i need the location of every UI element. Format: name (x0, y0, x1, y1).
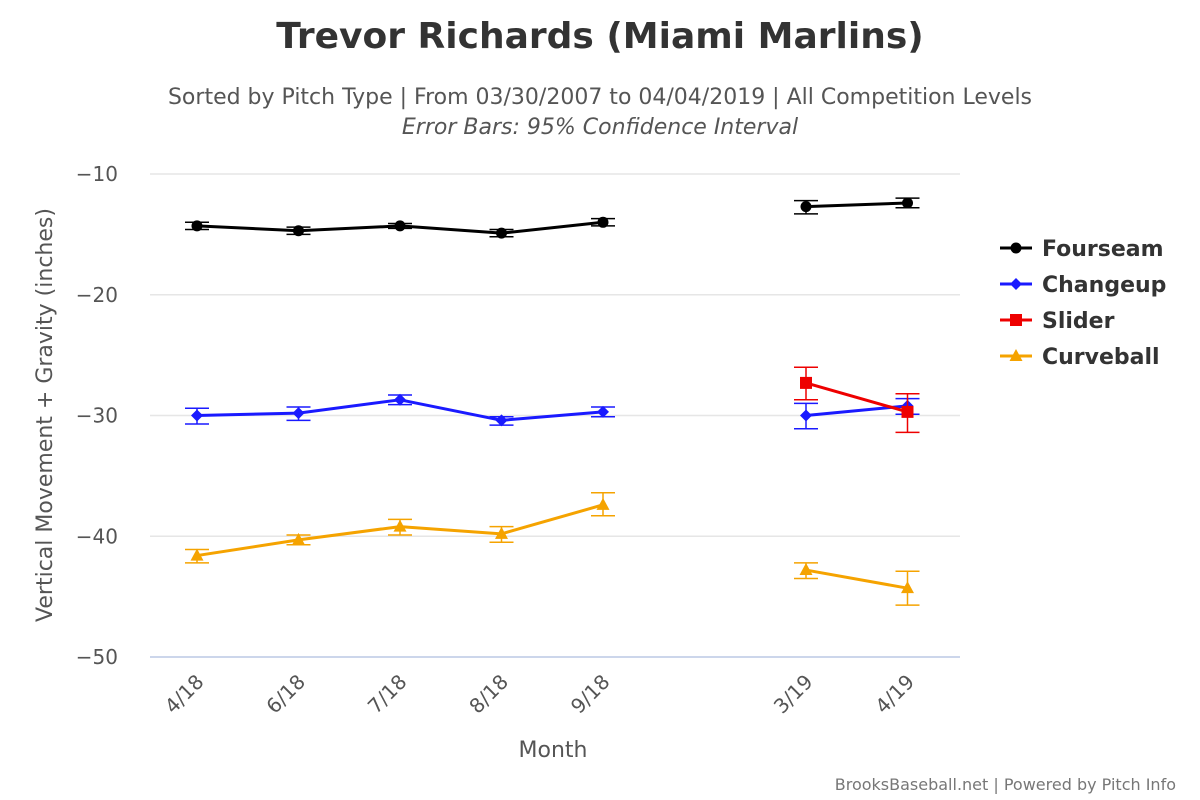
x-tick-label: 6/18 (261, 670, 310, 719)
legend-item-curveball[interactable]: Curveball (1000, 345, 1160, 370)
data-point[interactable] (800, 409, 812, 422)
data-point[interactable] (190, 548, 204, 561)
y-tick-label: −40 (76, 524, 118, 548)
x-tick-label: 7/18 (363, 670, 412, 719)
legend[interactable]: Fourseam Changeup Slider Curveball (1000, 237, 1166, 370)
series-line (805, 201, 908, 209)
y-tick-label: −30 (76, 404, 118, 428)
legend-label: Slider (1042, 309, 1115, 334)
series-layer (185, 197, 920, 606)
data-point[interactable] (393, 519, 407, 532)
data-point[interactable] (596, 497, 610, 510)
legend-label: Fourseam (1042, 237, 1164, 262)
legend-item-fourseam[interactable]: Fourseam (1000, 237, 1164, 262)
y-tick-label: −50 (76, 645, 118, 669)
chart-subtitle-error-bars: Error Bars: 95% Confidence Interval (402, 115, 798, 140)
data-point[interactable] (191, 409, 203, 422)
legend-marker[interactable] (1010, 278, 1022, 290)
legend-marker[interactable] (1010, 314, 1022, 326)
data-point[interactable] (800, 201, 812, 213)
data-point[interactable] (597, 216, 609, 228)
data-point[interactable] (394, 220, 406, 232)
data-point[interactable] (495, 414, 508, 427)
y-axis-title: Vertical Movement + Gravity (inches) (33, 208, 58, 622)
y-tick-label: −10 (76, 162, 118, 186)
data-point[interactable] (293, 225, 304, 237)
data-point[interactable] (901, 405, 914, 418)
data-point[interactable] (597, 405, 609, 418)
series-slider (794, 366, 920, 434)
legend-marker[interactable] (1009, 349, 1023, 361)
series-line (805, 568, 908, 590)
legend-item-slider[interactable]: Slider (1000, 309, 1115, 334)
data-point[interactable] (191, 220, 203, 232)
data-point[interactable] (902, 197, 913, 209)
data-point[interactable] (496, 227, 507, 239)
series-line (805, 381, 908, 414)
chart-credit[interactable]: BrooksBaseball.net | Powered by Pitch In… (835, 775, 1176, 794)
x-axis-title: Month (519, 738, 588, 763)
data-point[interactable] (292, 407, 305, 420)
x-tick-label: 9/18 (566, 670, 615, 719)
x-axis-ticks: 4/18 6/18 7/18 8/18 9/18 3/19 4/19 (160, 670, 919, 719)
data-point[interactable] (394, 393, 406, 406)
x-tick-label: 8/18 (464, 670, 513, 719)
legend-marker[interactable] (1010, 242, 1022, 254)
legend-label: Changeup (1042, 273, 1166, 298)
data-point[interactable] (292, 532, 305, 545)
series-fourseam (185, 197, 920, 239)
series-changeup (185, 393, 920, 430)
data-point[interactable] (800, 376, 812, 389)
legend-label: Curveball (1042, 345, 1160, 370)
chart-subtitle: Sorted by Pitch Type | From 03/30/2007 t… (168, 85, 1032, 110)
data-point[interactable] (901, 581, 914, 594)
data-point[interactable] (799, 563, 813, 576)
legend-item-changeup[interactable]: Changeup (1000, 273, 1166, 298)
x-tick-label: 3/19 (769, 670, 818, 719)
chart-title: Trevor Richards (Miami Marlins) (276, 16, 923, 57)
x-tick-label: 4/18 (160, 670, 209, 719)
y-tick-label: −20 (76, 283, 118, 307)
x-tick-label: 4/19 (870, 670, 919, 719)
y-axis-ticks: −10 −20 −30 −40 −50 (76, 162, 118, 669)
data-point[interactable] (495, 526, 508, 539)
series-curveball (185, 492, 920, 606)
